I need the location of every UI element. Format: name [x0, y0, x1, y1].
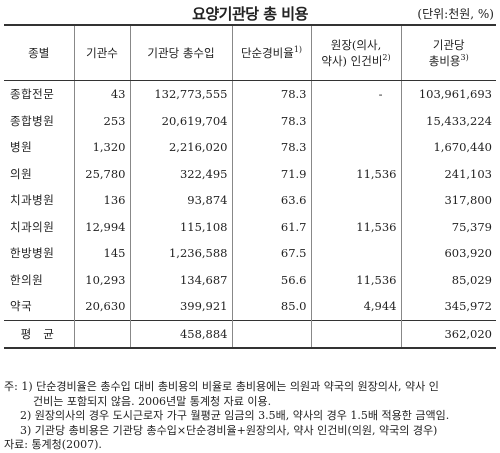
cell-count: 10,293	[74, 266, 131, 293]
cell-type: 병원	[4, 134, 75, 161]
cell-owner-cost: -	[311, 80, 402, 108]
cell-total-cost: 241,103	[444, 166, 492, 181]
average-owner-cost	[311, 319, 402, 348]
average-cost-ratio	[232, 319, 312, 348]
cell-total-cost: 1,670,440	[433, 140, 492, 155]
table-row: 약국 20,630 399,921 85.0 4,944 345,972	[4, 293, 496, 320]
cell-type: 종합전문	[4, 80, 75, 108]
table-row: 치과병원 136 93,874 63.6 317,800	[4, 187, 496, 214]
cell-cost-ratio: 71.9	[232, 160, 312, 187]
cell-type: 치과병원	[4, 187, 75, 214]
footnote-2: 2) 원장의사의 경우 도시근로자 가구 월평균 임금의 3.5배, 약사의 경…	[20, 409, 450, 422]
average-revenue: 458,884	[130, 319, 233, 348]
cell-cost-ratio: 56.6	[232, 266, 312, 293]
header-count: 기관수	[74, 25, 131, 81]
header-revenue: 기관당 총수입	[130, 25, 233, 81]
unit-label: (단위:천원, %)	[417, 7, 494, 21]
footnote-1: 주: 1) 단순경비율은 총수입 대비 총비용의 비율로 총비용에는 의원과 약…	[4, 380, 439, 393]
cell-cost-ratio: 78.3	[232, 134, 312, 161]
footnote-3: 3) 기관당 총비용은 기관당 총수입×단순경비율+원장의사, 약사 인건비(의…	[20, 423, 438, 437]
cell-count: 25,780	[74, 160, 131, 187]
cell-type: 한방병원	[4, 240, 75, 267]
header-cost-ratio: 단순경비율1)	[232, 25, 312, 81]
average-total-cost: 362,020	[401, 319, 496, 348]
cell-total-cost: 85,029	[451, 272, 492, 287]
average-label: 평균	[4, 319, 75, 348]
cell-owner-cost	[311, 187, 402, 214]
cell-owner-cost	[311, 134, 402, 161]
cell-total-cost: 345,972	[444, 299, 492, 314]
cell-owner-cost: 11,536	[311, 160, 402, 187]
average-count	[74, 319, 131, 348]
cell-revenue: 2,216,020	[130, 134, 233, 161]
table-row: 의원 25,780 322,495 71.9 11,536 241,103	[4, 160, 496, 187]
cell-cost-ratio: 63.6	[232, 187, 312, 214]
cell-count: 253	[74, 107, 131, 134]
cell-type: 치과의원	[4, 213, 75, 240]
cell-cost-ratio: 85.0	[232, 293, 312, 320]
cell-total-cost: 75,379	[451, 219, 492, 234]
cell-revenue: 132,773,555	[130, 80, 233, 108]
table-row: 한의원 10,293 134,687 56.6 11,536 85,029	[4, 266, 496, 293]
cost-table: 종별 기관수 기관당 총수입 단순경비율1) 원장(의사, 약사) 인건비2) 기…	[4, 24, 496, 349]
table-row: 종합병원 253 20,619,704 78.3 15,433,224	[4, 107, 496, 134]
cell-owner-cost	[311, 240, 402, 267]
cell-revenue: 115,108	[130, 213, 233, 240]
header-type: 종별	[4, 25, 75, 81]
table-title: 요양기관당 총 비용	[192, 5, 308, 23]
cell-owner-cost: 11,536	[311, 213, 402, 240]
cell-revenue: 1,236,588	[130, 240, 233, 267]
cell-total-cost: 603,920	[444, 246, 492, 261]
cell-type: 의원	[4, 160, 75, 187]
cell-count: 43	[74, 80, 131, 108]
footnote-1-continued: 건비는 포함되지 않음. 2006년말 통계청 자료 이용.	[33, 394, 272, 408]
cell-cost-ratio: 67.5	[232, 240, 312, 267]
cell-count: 12,994	[74, 213, 131, 240]
header-owner-cost: 원장(의사, 약사) 인건비2)	[311, 25, 402, 81]
table-row: 병원 1,320 2,216,020 78.3 1,670,440	[4, 134, 496, 161]
cell-owner-cost: 11,536	[311, 266, 402, 293]
cell-revenue: 134,687	[130, 266, 233, 293]
cell-count: 145	[74, 240, 131, 267]
cell-revenue: 322,495	[130, 160, 233, 187]
cell-type: 약국	[4, 293, 75, 320]
source-note: 자료: 통계청(2007).	[4, 438, 102, 451]
cell-revenue: 399,921	[130, 293, 233, 320]
header-total-cost: 기관당 총비용3)	[401, 25, 496, 81]
cell-total-cost: 317,800	[444, 193, 492, 208]
cell-revenue: 93,874	[130, 187, 233, 214]
cell-cost-ratio: 61.7	[232, 213, 312, 240]
table-row: 치과의원 12,994 115,108 61.7 11,536 75,379	[4, 213, 496, 240]
table-row: 한방병원 145 1,236,588 67.5 603,920	[4, 240, 496, 267]
cell-cost-ratio: 78.3	[232, 107, 312, 134]
cell-type: 한의원	[4, 266, 75, 293]
cell-revenue: 20,619,704	[130, 107, 233, 134]
cell-count: 1,320	[74, 134, 131, 161]
table-row: 종합전문 43 132,773,555 78.3- 103,961,693	[4, 80, 496, 108]
cell-cost-ratio: 78.3	[232, 80, 312, 108]
cell-owner-cost	[311, 107, 402, 134]
cell-owner-cost: 4,944	[311, 293, 402, 320]
header-row: 종별 기관수 기관당 총수입 단순경비율1) 원장(의사, 약사) 인건비2) 기…	[4, 25, 496, 81]
cell-total-cost: 103,961,693	[418, 87, 492, 102]
cell-type: 종합병원	[4, 107, 75, 134]
cell-count: 20,630	[74, 293, 131, 320]
cell-total-cost: 15,433,224	[426, 113, 492, 128]
cell-count: 136	[74, 187, 131, 214]
average-row: 평균 458,884 362,020	[4, 319, 496, 348]
footnotes: 주: 1) 단순경비율은 총수입 대비 총비용의 비율로 총비용에는 의원과 약…	[4, 380, 496, 453]
